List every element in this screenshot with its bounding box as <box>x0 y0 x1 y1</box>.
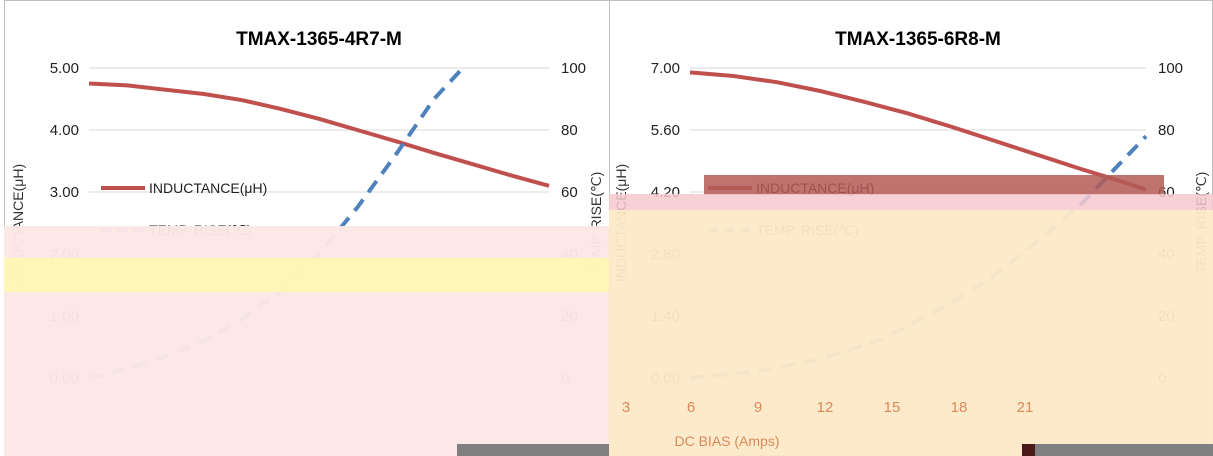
x-tick-label: 15 <box>884 399 901 416</box>
glitch-band-pinkstrip <box>609 194 1213 210</box>
y-tick-label: 4.00 <box>50 122 79 139</box>
y2-tick-label: 60 <box>561 184 578 201</box>
x-tick-label: 6 <box>687 399 695 416</box>
glitch-band-maroon <box>704 175 1164 195</box>
glitch-bar-dark-right <box>1035 444 1213 456</box>
x-tick-label: 21 <box>1017 399 1034 416</box>
x-tick-label: 12 <box>817 399 834 416</box>
chart-title: TMAX-1365-6R8-M <box>835 29 1001 50</box>
y2-tick-label: 100 <box>1158 60 1183 77</box>
y2-tick-label: 80 <box>561 122 578 139</box>
glitch-block-brown <box>1022 444 1035 456</box>
y-tick-label: 5.00 <box>50 60 79 77</box>
series-line-inductance <box>689 70 1147 192</box>
y-tick-label: 7.00 <box>651 60 680 77</box>
x-tick-label: 9 <box>754 399 762 416</box>
glitch-band-tan <box>609 210 1213 456</box>
series-line-inductance <box>88 81 550 188</box>
glitch-band-yellow <box>4 258 609 292</box>
y-tick-label: 3.00 <box>50 184 79 201</box>
glitch-bar-dark-left <box>457 444 609 456</box>
y2-tick-label: 100 <box>561 60 586 77</box>
x-tick-label: 3 <box>622 399 630 416</box>
y-tick-label: 5.60 <box>651 122 680 139</box>
chart-title: TMAX-1365-4R7-M <box>236 29 402 50</box>
y2-tick-label: 80 <box>1158 122 1175 139</box>
x-tick-label: 18 <box>951 399 968 416</box>
legend-label-inductance: INDUCTANCE(μH) <box>149 180 267 196</box>
x-axis-title: DC BIAS (Amps) <box>674 433 779 449</box>
